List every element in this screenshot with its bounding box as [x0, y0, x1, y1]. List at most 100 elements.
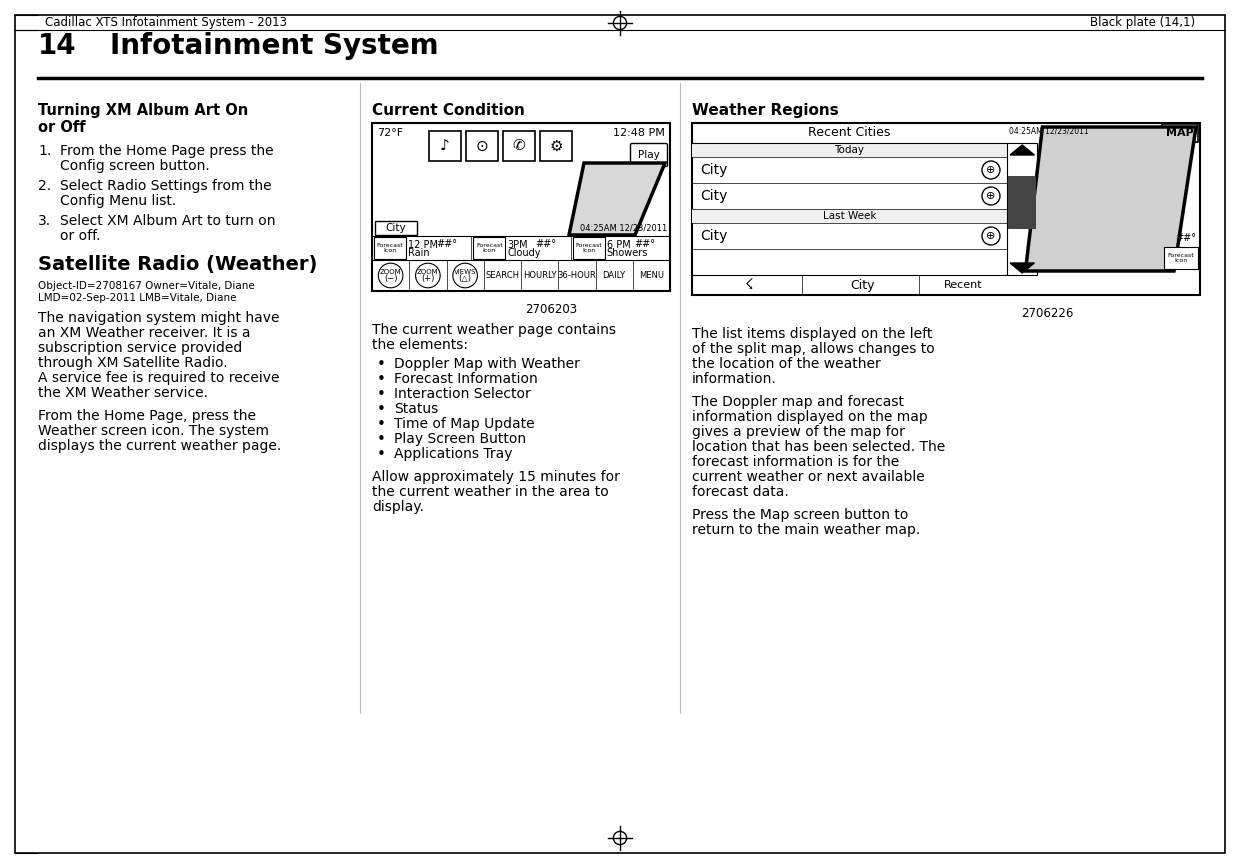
Text: City: City — [701, 163, 728, 177]
Text: Recent: Recent — [944, 280, 982, 290]
Text: The Doppler map and forecast: The Doppler map and forecast — [692, 395, 904, 409]
Text: Select XM Album Art to turn on: Select XM Album Art to turn on — [60, 214, 275, 228]
Text: Weather screen icon. The system: Weather screen icon. The system — [38, 424, 269, 438]
Text: ##°: ##° — [1176, 233, 1197, 243]
Text: ⊕: ⊕ — [986, 165, 996, 175]
Text: Play: Play — [639, 150, 660, 160]
Text: Status: Status — [394, 402, 438, 416]
Text: 12:48 PM: 12:48 PM — [613, 128, 665, 138]
Text: Config Menu list.: Config Menu list. — [60, 194, 176, 208]
Text: display.: display. — [372, 500, 424, 514]
Text: City: City — [701, 229, 728, 243]
Text: City: City — [701, 189, 728, 203]
Text: Black plate (14,1): Black plate (14,1) — [1090, 16, 1195, 29]
Text: 6 PM: 6 PM — [606, 240, 630, 250]
Bar — [374, 237, 405, 259]
Text: ✆: ✆ — [512, 139, 526, 154]
Text: the location of the weather: the location of the weather — [692, 357, 880, 371]
Text: (△): (△) — [459, 274, 471, 283]
Text: •: • — [377, 417, 386, 432]
Bar — [1007, 143, 1038, 275]
Bar — [573, 237, 605, 259]
Text: information.: information. — [692, 372, 776, 386]
Text: 2.: 2. — [38, 179, 51, 193]
Text: Allow approximately 15 minutes for: Allow approximately 15 minutes for — [372, 470, 620, 484]
Text: Doppler Map with Weather: Doppler Map with Weather — [394, 357, 580, 371]
Text: subscription service provided: subscription service provided — [38, 341, 242, 355]
Text: 2706203: 2706203 — [525, 303, 577, 316]
FancyBboxPatch shape — [630, 143, 667, 167]
Text: LMD=02-Sep-2011 LMB=Vitale, Diane: LMD=02-Sep-2011 LMB=Vitale, Diane — [38, 293, 237, 303]
Text: Config screen button.: Config screen button. — [60, 159, 210, 173]
Text: ♪: ♪ — [440, 139, 450, 154]
Text: ⊙: ⊙ — [476, 139, 489, 154]
Text: forecast information is for the: forecast information is for the — [692, 455, 899, 469]
Text: Forecast
Icon: Forecast Icon — [575, 242, 603, 253]
Text: Interaction Selector: Interaction Selector — [394, 387, 531, 401]
Text: Play Screen Button: Play Screen Button — [394, 432, 526, 446]
Text: The navigation system might have: The navigation system might have — [38, 311, 279, 325]
Text: MAP: MAP — [1166, 128, 1194, 138]
Bar — [466, 131, 498, 161]
Text: (−): (−) — [384, 274, 397, 283]
Text: 14: 14 — [38, 32, 77, 60]
Text: •: • — [377, 432, 386, 447]
Polygon shape — [1025, 127, 1197, 271]
Text: Weather Regions: Weather Regions — [692, 103, 838, 118]
Text: Forecast Information: Forecast Information — [394, 372, 538, 386]
Text: (+): (+) — [422, 274, 434, 283]
Text: •: • — [377, 447, 386, 462]
Text: Forecast
Icon: Forecast Icon — [377, 242, 403, 253]
Text: Current Condition: Current Condition — [372, 103, 525, 118]
Text: Forecast
Icon: Forecast Icon — [476, 242, 502, 253]
Text: 04:25AM 12/23/2011: 04:25AM 12/23/2011 — [580, 223, 667, 233]
Bar — [503, 131, 534, 161]
Text: the elements:: the elements: — [372, 338, 467, 352]
Text: Applications Tray: Applications Tray — [394, 447, 512, 461]
Text: •: • — [377, 372, 386, 387]
Text: forecast data.: forecast data. — [692, 485, 789, 499]
Text: ##°: ##° — [536, 239, 557, 249]
Text: information displayed on the map: information displayed on the map — [692, 410, 928, 424]
Text: ##°: ##° — [635, 239, 656, 249]
Text: Today: Today — [835, 145, 864, 155]
Text: •: • — [377, 357, 386, 372]
Text: 3PM: 3PM — [507, 240, 528, 250]
Text: Select Radio Settings from the: Select Radio Settings from the — [60, 179, 272, 193]
Text: 72°F: 72°F — [377, 128, 403, 138]
Text: From the Home Page, press the: From the Home Page, press the — [38, 409, 255, 423]
Bar — [1164, 247, 1198, 269]
Text: ##°: ##° — [436, 239, 458, 249]
Text: Cadillac XTS Infotainment System - 2013: Cadillac XTS Infotainment System - 2013 — [45, 16, 286, 29]
Bar — [372, 123, 670, 291]
Text: City: City — [849, 279, 874, 292]
Text: SEARCH: SEARCH — [485, 271, 520, 280]
Text: 3.: 3. — [38, 214, 51, 228]
Text: the XM Weather service.: the XM Weather service. — [38, 386, 208, 400]
Text: •: • — [377, 387, 386, 402]
Text: return to the main weather map.: return to the main weather map. — [692, 523, 920, 537]
Text: current weather or next available: current weather or next available — [692, 470, 925, 484]
Bar — [1008, 176, 1037, 229]
Bar — [374, 221, 417, 235]
Text: Infotainment System: Infotainment System — [110, 32, 439, 60]
Text: Cloudy: Cloudy — [507, 248, 541, 258]
Text: The list items displayed on the left: The list items displayed on the left — [692, 327, 932, 341]
Text: Satellite Radio (Weather): Satellite Radio (Weather) — [38, 255, 317, 274]
Text: DAILY: DAILY — [603, 271, 626, 280]
Text: an XM Weather receiver. It is a: an XM Weather receiver. It is a — [38, 326, 250, 340]
Text: or Off: or Off — [38, 120, 86, 135]
Text: ⊕: ⊕ — [986, 231, 996, 241]
Text: ☇: ☇ — [744, 278, 753, 293]
Text: VIEWS: VIEWS — [454, 269, 476, 275]
Bar — [692, 209, 1007, 223]
Bar — [474, 237, 506, 259]
Text: Rain: Rain — [408, 248, 429, 258]
Text: the current weather in the area to: the current weather in the area to — [372, 485, 609, 499]
Text: ZOOM: ZOOM — [379, 269, 402, 275]
Text: Last Week: Last Week — [822, 211, 877, 221]
Text: or off.: or off. — [60, 229, 100, 243]
Bar — [1162, 124, 1198, 142]
Text: The current weather page contains: The current weather page contains — [372, 323, 616, 337]
Text: through XM Satellite Radio.: through XM Satellite Radio. — [38, 356, 228, 370]
